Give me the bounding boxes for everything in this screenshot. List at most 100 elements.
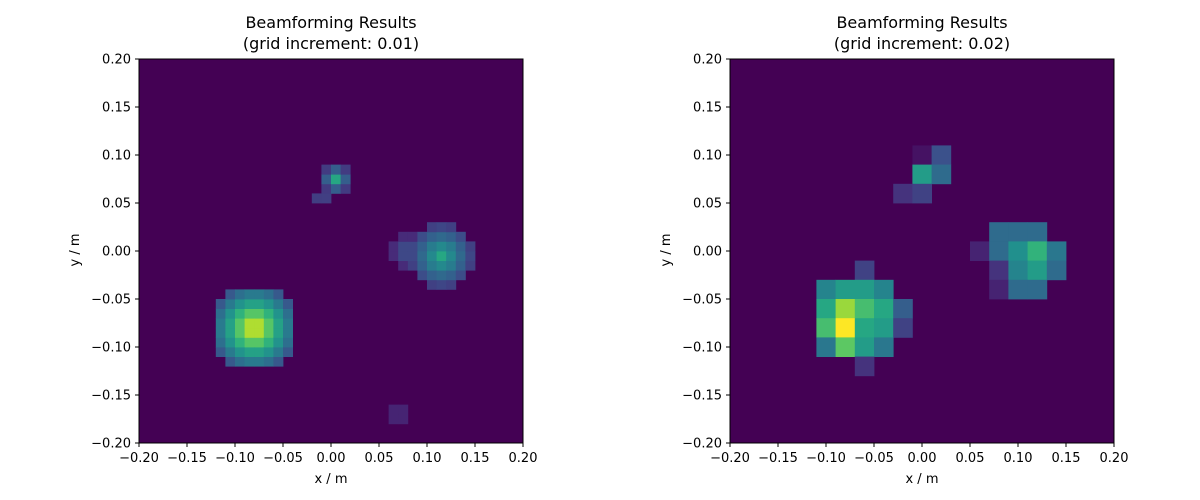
heatmap-cell xyxy=(244,347,255,357)
heatmap-cell xyxy=(244,337,255,348)
heatmap-cell xyxy=(446,222,457,233)
y-tick-label: −0.10 xyxy=(682,341,722,356)
heatmap-cell xyxy=(273,318,284,329)
heatmap-cell xyxy=(225,299,236,309)
y-tick-label: −0.20 xyxy=(682,437,722,452)
heatmap-cell xyxy=(235,318,245,329)
heatmap-cell xyxy=(989,241,1009,261)
x-tick-label: 0.10 xyxy=(1004,451,1033,466)
heatmap-cell xyxy=(407,241,418,252)
x-tick-label: −0.15 xyxy=(167,451,207,466)
heatmap-cell xyxy=(427,279,437,290)
heatmap-cell xyxy=(816,299,836,319)
heatmap-cell xyxy=(465,260,476,271)
x-tick-label: −0.10 xyxy=(806,451,846,466)
heatmap-cell xyxy=(235,337,245,348)
heatmap-cell xyxy=(931,145,952,165)
heatmap-cell xyxy=(398,260,409,271)
heatmap-cell xyxy=(436,251,447,261)
heatmap-cell xyxy=(331,174,341,185)
y-tick-label: −0.05 xyxy=(682,293,722,308)
heatmap-cell xyxy=(254,299,265,309)
heatmap-cell xyxy=(244,327,255,338)
heatmap-cell xyxy=(283,299,293,309)
x-tick-label: 0.05 xyxy=(956,451,985,466)
heatmap-cell xyxy=(225,327,236,338)
heatmap-cell xyxy=(446,241,457,252)
heatmap-cell xyxy=(244,356,255,367)
heatmap-cell xyxy=(427,251,437,261)
heatmap-cell xyxy=(215,308,226,319)
heatmap-cell xyxy=(1027,222,1048,242)
heatmap-cell xyxy=(427,241,437,252)
heatmap-cell xyxy=(225,318,236,329)
heatmap-cell xyxy=(436,222,447,233)
heatmap-cell xyxy=(254,318,265,329)
heatmap-cell xyxy=(398,414,409,425)
heatmap-cell xyxy=(273,356,284,367)
x-tick-label: 0.05 xyxy=(365,451,394,466)
heatmap-cell xyxy=(273,347,284,357)
heatmap-cell xyxy=(273,337,284,348)
heatmap-cell xyxy=(263,347,274,357)
heatmap-cell xyxy=(254,308,265,319)
heatmap-cell xyxy=(436,231,447,242)
y-tick-label: −0.15 xyxy=(682,389,722,404)
chart-left-heatmap: −0.20 −0.15 −0.10 −0.05 0.00 0.05 0.10 0.15 0.20… xyxy=(91,53,537,467)
heatmap-cell xyxy=(446,231,457,242)
heatmap-cell xyxy=(263,289,274,300)
heatmap-cell xyxy=(427,231,437,242)
heatmap-cell xyxy=(854,356,875,377)
heatmap-cell xyxy=(446,270,457,281)
heatmap-cell xyxy=(263,356,274,367)
heatmap-cell xyxy=(388,251,399,261)
y-tick-label: 0.10 xyxy=(693,149,722,164)
heatmap-cell xyxy=(455,260,466,271)
heatmap-cell xyxy=(835,299,856,319)
heatmap-cell xyxy=(311,193,322,204)
heatmap-cell xyxy=(436,241,447,252)
heatmap-cell xyxy=(417,251,428,261)
heatmap-cell xyxy=(398,231,409,242)
chart-left: Beamforming Results (grid increment: 0.0… xyxy=(68,13,537,487)
y-tick-label: −0.15 xyxy=(91,389,131,404)
y-tick-label: −0.10 xyxy=(91,341,131,356)
heatmap-cell xyxy=(970,241,990,261)
heatmap-cell xyxy=(263,308,274,319)
heatmap-cell xyxy=(1008,279,1028,300)
heatmap-cell xyxy=(235,299,245,309)
heatmap-cell xyxy=(816,318,836,338)
heatmap-cell xyxy=(263,327,274,338)
heatmap-cell xyxy=(1046,260,1067,281)
heatmap-cell xyxy=(912,164,932,185)
x-tick-label: 0.15 xyxy=(1052,451,1081,466)
heatmap-cell xyxy=(331,164,341,175)
x-tick-label: 0.10 xyxy=(413,451,442,466)
x-tick-label: −0.15 xyxy=(758,451,798,466)
y-tick-label: 0.00 xyxy=(102,245,131,260)
x-tick-label: 0.15 xyxy=(461,451,490,466)
heatmap-cell xyxy=(225,356,236,367)
heatmap-cell xyxy=(215,337,226,348)
x-tick-label: −0.20 xyxy=(119,451,159,466)
heatmap-cell xyxy=(321,183,332,194)
y-tick-label: 0.05 xyxy=(102,197,131,212)
heatmap-cell xyxy=(417,270,428,281)
heatmap-cell xyxy=(931,164,952,185)
heatmap-cell xyxy=(273,289,284,300)
heatmap-cell xyxy=(465,241,476,252)
heatmap-cell xyxy=(816,337,836,357)
heatmap-cell xyxy=(225,337,236,348)
y-tick-label: −0.20 xyxy=(91,437,131,452)
heatmap-cell xyxy=(215,327,226,338)
heatmap-cell xyxy=(407,231,418,242)
heatmap-cell xyxy=(436,270,447,281)
heatmap-cell xyxy=(340,164,351,175)
chart-right: Beamforming Results (grid increment: 0.0… xyxy=(659,13,1128,487)
heatmap-cell xyxy=(989,222,1009,242)
heatmap-cell xyxy=(321,174,332,185)
chart-right-title-line2: (grid increment: 0.02) xyxy=(834,34,1010,53)
heatmap-cell xyxy=(321,193,332,204)
heatmap-cell xyxy=(455,270,466,281)
